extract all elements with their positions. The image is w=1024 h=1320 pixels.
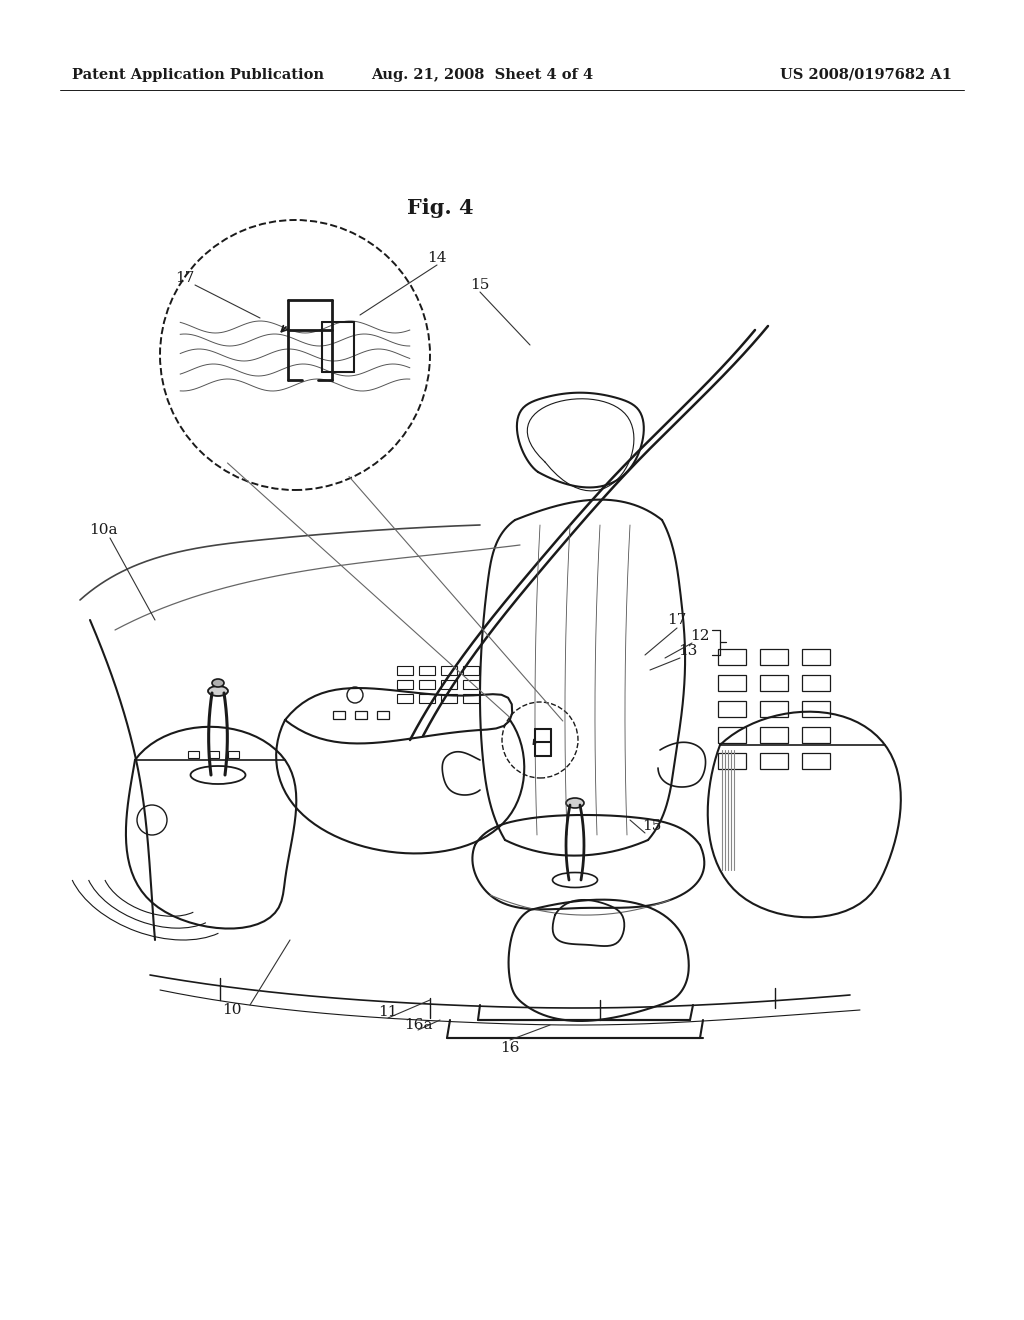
- Bar: [463, 667, 479, 675]
- Bar: [441, 667, 457, 675]
- Bar: [188, 751, 199, 758]
- Bar: [463, 694, 479, 704]
- Bar: [718, 701, 746, 717]
- Bar: [441, 680, 457, 689]
- Text: 16a: 16a: [403, 1018, 432, 1032]
- Bar: [802, 752, 830, 770]
- Bar: [208, 751, 219, 758]
- Text: 14: 14: [427, 251, 446, 265]
- Bar: [718, 675, 746, 690]
- Bar: [760, 727, 788, 743]
- Text: 16: 16: [501, 1041, 520, 1055]
- Bar: [355, 711, 367, 719]
- Bar: [718, 727, 746, 743]
- Bar: [397, 667, 413, 675]
- Bar: [802, 727, 830, 743]
- Text: US 2008/0197682 A1: US 2008/0197682 A1: [780, 69, 952, 82]
- Bar: [463, 680, 479, 689]
- Text: Aug. 21, 2008  Sheet 4 of 4: Aug. 21, 2008 Sheet 4 of 4: [371, 69, 593, 82]
- Bar: [802, 701, 830, 717]
- Bar: [802, 675, 830, 690]
- Bar: [333, 711, 345, 719]
- Bar: [397, 694, 413, 704]
- Bar: [760, 675, 788, 690]
- Text: Fig. 4: Fig. 4: [407, 198, 474, 218]
- Text: 11: 11: [378, 1005, 397, 1019]
- Bar: [441, 694, 457, 704]
- Bar: [760, 701, 788, 717]
- Bar: [419, 694, 435, 704]
- Ellipse shape: [208, 686, 228, 696]
- Text: Patent Application Publication: Patent Application Publication: [72, 69, 324, 82]
- Text: 15: 15: [642, 818, 662, 833]
- Text: 12: 12: [690, 630, 710, 643]
- Text: 13: 13: [678, 644, 697, 657]
- Bar: [228, 751, 239, 758]
- Ellipse shape: [212, 678, 224, 686]
- Text: 17: 17: [668, 612, 687, 627]
- Bar: [718, 752, 746, 770]
- Text: 10a: 10a: [89, 523, 118, 537]
- Bar: [397, 680, 413, 689]
- Bar: [802, 649, 830, 665]
- Ellipse shape: [566, 799, 584, 808]
- Text: 17: 17: [175, 271, 195, 285]
- Bar: [419, 680, 435, 689]
- Bar: [419, 667, 435, 675]
- Bar: [377, 711, 389, 719]
- Text: 15: 15: [470, 279, 489, 292]
- Text: 10: 10: [222, 1003, 242, 1016]
- Bar: [718, 649, 746, 665]
- Bar: [760, 649, 788, 665]
- Bar: [760, 752, 788, 770]
